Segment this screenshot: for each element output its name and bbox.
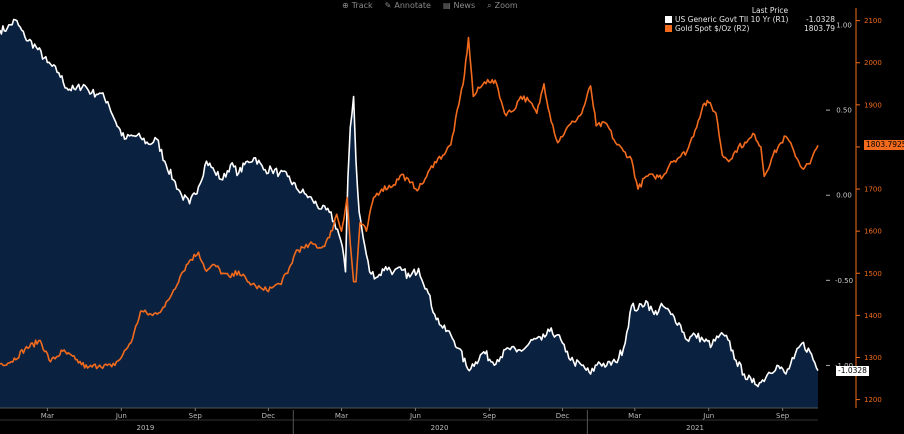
r2-tick-label-4: 1700 (864, 186, 882, 194)
x-tick-label-2: Sep (189, 412, 203, 420)
r2-tick-label-5: 1600 (864, 228, 882, 236)
legend-name-tips: US Generic Govt TII 10 Yr (R1) (675, 15, 789, 24)
legend-name-gold: Gold Spot $/Oz (R2) (675, 24, 750, 33)
year-label-1: 2020 (431, 424, 449, 432)
series-line-0 (0, 18, 819, 388)
year-label-0: 2019 (137, 424, 155, 432)
r2-tick-label-0: 2100 (864, 17, 882, 25)
legend-entry-tips: US Generic Govt TII 10 Yr (R1) -1.0328 (665, 15, 835, 24)
r1-tick-label-0: 1.00 (836, 22, 852, 30)
last-price-tag-tips: -1.0328 (836, 365, 869, 376)
legend-value-gold: 1803.79 (803, 24, 835, 33)
chart-area-layer (0, 19, 818, 408)
r1-tick-label-2: 0.00 (836, 192, 852, 200)
news-icon: ▤ (442, 0, 451, 10)
zoom-icon: ⌕ (487, 0, 492, 10)
annotate-icon: ✎ (384, 0, 392, 10)
chart-line-layer (0, 18, 819, 388)
toolbar-zoom[interactable]: ⌕ Zoom (487, 0, 518, 10)
r1-tick-label-3: -0.50 (835, 277, 853, 285)
series-line-1 (0, 36, 819, 370)
r2-tick-label-8: 1300 (864, 354, 882, 362)
r2-tick-label-6: 1500 (864, 270, 882, 278)
chart-axis-layer: Mar Jun Sep Dec Mar Jun Sep Dec Mar Jun Sep 2019 202… (0, 8, 882, 434)
legend-header: Last Price (751, 6, 789, 15)
x-tick-label-7: Dec (556, 412, 570, 420)
r2-tick-label-7: 1400 (864, 312, 882, 320)
toolbar-track[interactable]: ⊕ Track (342, 0, 373, 10)
x-tick-label-5: Jun (409, 412, 421, 420)
legend-entry-gold: Gold Spot $/Oz (R2) 1803.79 (665, 24, 835, 33)
legend-value-tips: -1.0328 (806, 15, 835, 24)
x-tick-label-4: Mar (335, 412, 348, 420)
x-tick-label-1: Jun (115, 412, 127, 420)
x-tick-label-3: Dec (262, 412, 276, 420)
r2-tick-label-1: 2000 (864, 59, 882, 67)
x-tick-label-0: Mar (41, 412, 54, 420)
toolbar-annotate[interactable]: ✎ Annotate (384, 0, 431, 10)
chart-toolbar: ⊕ Track ✎ Annotate ▤ News ⌕ Zoom (342, 0, 518, 10)
track-icon: ⊕ (342, 0, 349, 10)
series-area-0 (0, 19, 818, 408)
r1-tick-label-1: 0.50 (836, 107, 852, 115)
r2-tick-label-2: 1900 (864, 101, 882, 109)
chart-legend: Last Price US Generic Govt TII 10 Yr (R1… (665, 6, 835, 33)
x-tick-label-9: Jun (702, 412, 714, 420)
r2-tick-label-9: 1200 (864, 396, 882, 404)
x-tick-label-10: Sep (776, 412, 790, 420)
legend-swatch-gold (665, 25, 672, 32)
x-tick-label-6: Sep (483, 412, 497, 420)
year-label-2: 2021 (686, 424, 704, 432)
x-tick-label-8: Mar (628, 412, 641, 420)
legend-swatch-tips (665, 16, 672, 23)
toolbar-news[interactable]: ▤ News (442, 0, 476, 10)
last-price-tag-gold: 1803.7925 (864, 140, 904, 151)
